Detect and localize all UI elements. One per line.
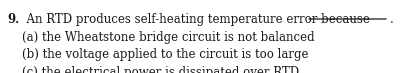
- Text: (c) the electrical power is dissipated over RTD: (c) the electrical power is dissipated o…: [22, 66, 299, 73]
- Text: (a) the Wheatstone bridge circuit is not balanced: (a) the Wheatstone bridge circuit is not…: [22, 31, 315, 44]
- Text: 9.: 9.: [7, 13, 19, 26]
- Text: (b) the voltage applied to the circuit is too large: (b) the voltage applied to the circuit i…: [22, 48, 309, 61]
- Text: .: .: [390, 13, 394, 26]
- Text: An RTD produces self-heating temperature error because: An RTD produces self-heating temperature…: [19, 13, 370, 26]
